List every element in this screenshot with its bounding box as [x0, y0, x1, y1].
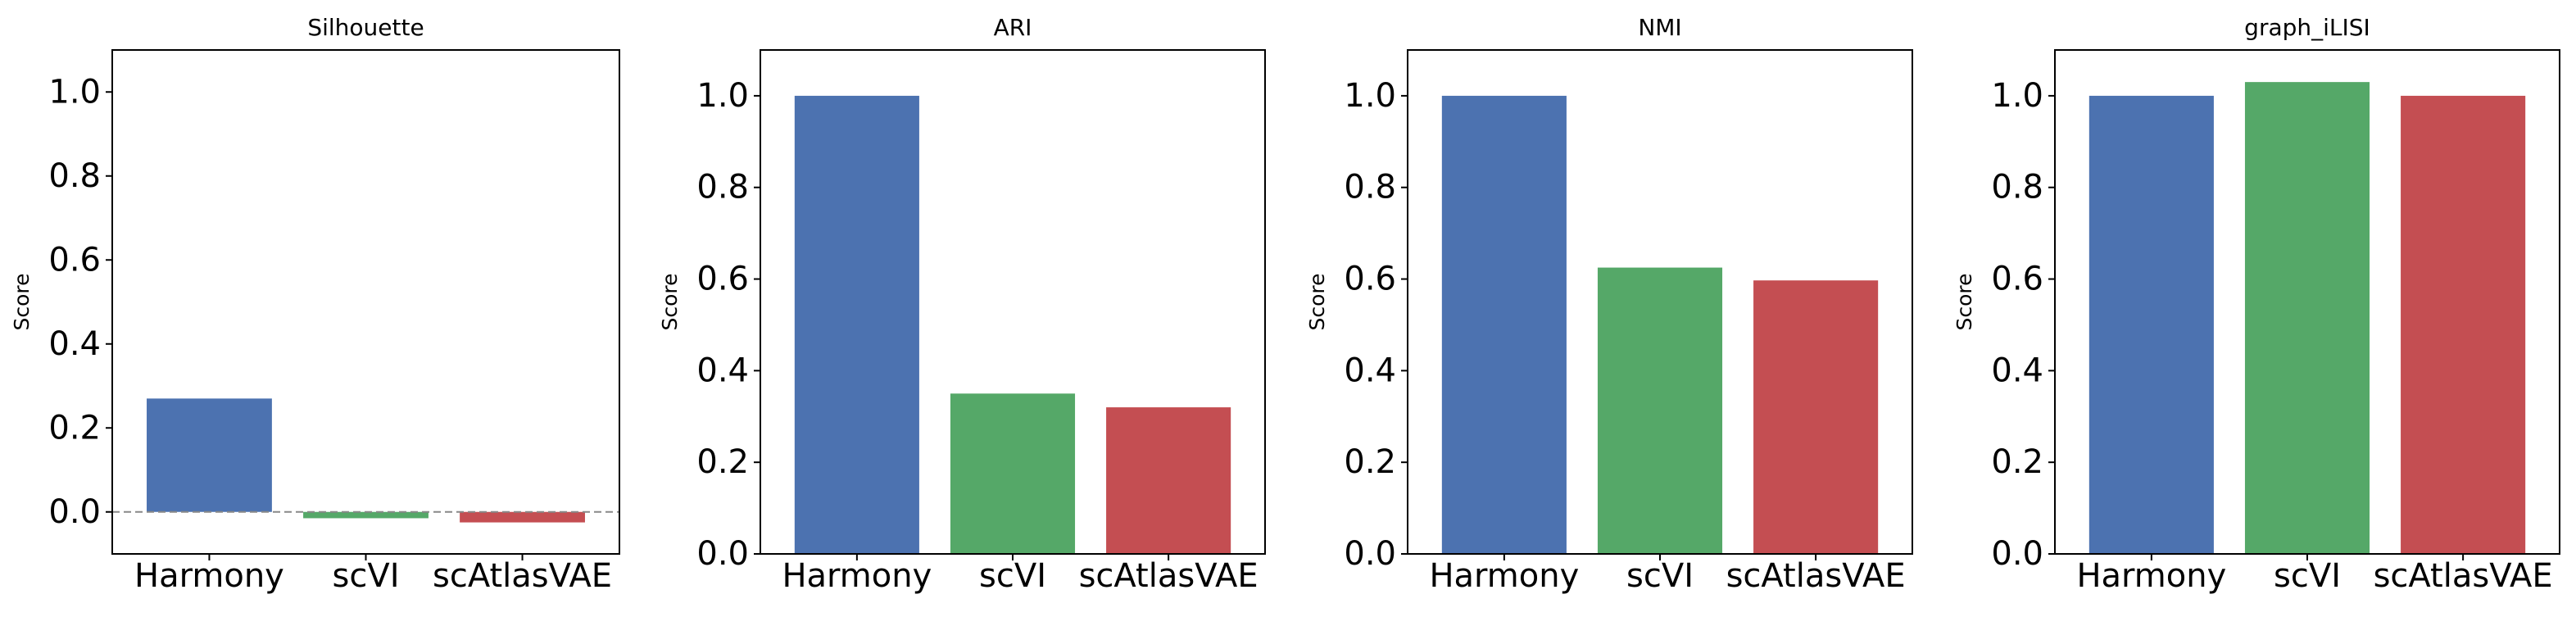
y-axis-label: Score: [10, 273, 34, 330]
panel-title: ARI: [994, 14, 1032, 41]
y-tick-label: 0.8: [696, 169, 749, 206]
y-tick-label: 0.0: [48, 493, 101, 531]
bar-scatlasvae: [460, 511, 585, 523]
y-tick-label: 0.4: [48, 325, 101, 363]
bar-harmony: [2088, 95, 2214, 555]
y-tick-label: 0.6: [696, 261, 749, 298]
panel-1: 0.0 0.2 0.4 0.6 0.8 1.0 Harmony scVI scAtlasVAE S…: [10, 14, 620, 595]
bar-scatlasvae: [1753, 280, 1879, 554]
panel-4: 0.0 0.2 0.4 0.6 0.8 1.0 Harmony scVI scAtlasVAE g…: [1952, 14, 2560, 595]
x-tick-label: Harmony: [134, 557, 284, 595]
y-tick-label: 1.0: [1344, 77, 1396, 115]
y-tick-label: 0.0: [696, 535, 749, 573]
y-tick-label: 0.6: [1991, 261, 2043, 298]
y-tick-label: 1.0: [1991, 77, 2043, 115]
y-tick-label: 0.2: [1344, 443, 1396, 481]
y-tick-label: 0.8: [1344, 169, 1396, 206]
y-tick-label: 0.0: [1344, 535, 1396, 573]
y-tick-label: 0.8: [48, 157, 101, 195]
y-tick-label: 0.2: [1991, 443, 2043, 481]
x-tick-label: scAtlasVAE: [1079, 557, 1259, 595]
y-tick-label: 0.6: [48, 241, 101, 279]
panel-title: NMI: [1638, 14, 1681, 41]
x-tick-label: scAtlasVAE: [433, 557, 612, 595]
x-tick-label: scVI: [333, 557, 400, 595]
y-tick-label: 1.0: [696, 77, 749, 115]
y-tick-label: 1.0: [48, 73, 101, 111]
y-axis-label: Score: [1305, 273, 1329, 330]
x-tick-label: Harmony: [1429, 557, 1579, 595]
x-tick-label: scVI: [1626, 557, 1694, 595]
y-tick-label: 0.2: [696, 443, 749, 481]
bar-scatlasvae: [1106, 407, 1231, 554]
bar-scvi: [2244, 82, 2370, 555]
x-tick-label: scVI: [2274, 557, 2341, 595]
bar-harmony: [147, 398, 272, 512]
x-tick-label: Harmony: [2076, 557, 2226, 595]
y-tick-label: 0.2: [48, 409, 101, 447]
x-tick-label: scVI: [979, 557, 1046, 595]
bar-scvi: [303, 511, 429, 519]
y-tick-label: 0.4: [1991, 352, 2043, 389]
y-tick-label: 0.4: [696, 352, 749, 389]
panel-title: Silhouette: [307, 14, 424, 41]
bar-harmony: [1441, 95, 1567, 555]
x-tick-label: scAtlasVAE: [2374, 557, 2553, 595]
y-tick-label: 0.4: [1344, 352, 1396, 389]
panel-title: graph_iLISI: [2244, 14, 2370, 41]
panel-2: 0.0 0.2 0.4 0.6 0.8 1.0 Harmony scVI scAtlasVAE A…: [658, 14, 1266, 595]
y-tick-label: 0.8: [1991, 169, 2043, 206]
x-tick-label: scAtlasVAE: [1726, 557, 1906, 595]
x-tick-label: Harmony: [782, 557, 932, 595]
y-tick-label: 0.0: [1991, 535, 2043, 573]
bar-scatlasvae: [2401, 95, 2526, 555]
panel-3: 0.0 0.2 0.4 0.6 0.8 1.0 Harmony scVI scAtlasVAE N…: [1305, 14, 1913, 595]
y-axis-label: Score: [1952, 273, 1976, 330]
y-axis-label: Score: [658, 273, 682, 330]
bar-scvi: [950, 393, 1076, 554]
y-tick-label: 0.6: [1344, 261, 1396, 298]
bar-scvi: [1597, 267, 1723, 554]
bar-harmony: [794, 95, 919, 555]
